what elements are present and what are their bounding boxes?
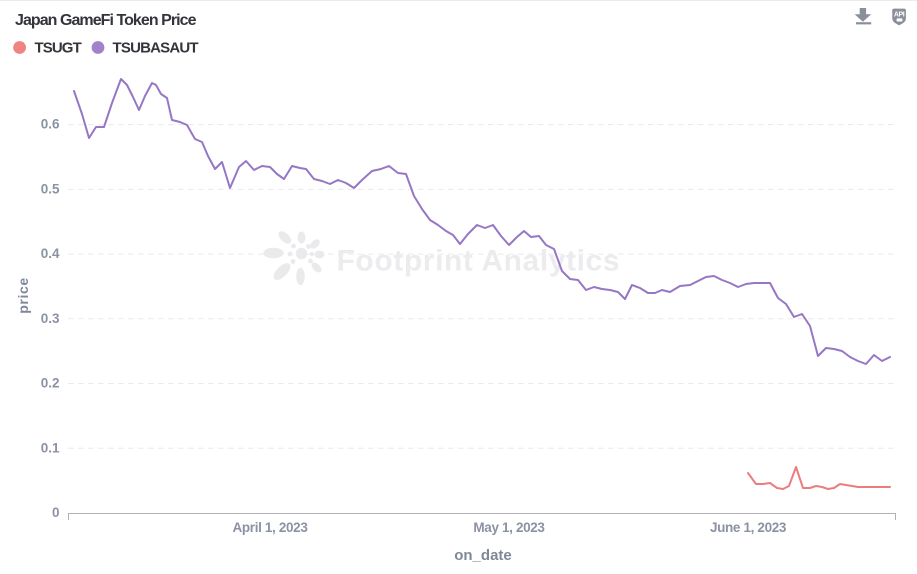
svg-text:June 1, 2023: June 1, 2023 (710, 520, 787, 535)
svg-text:0: 0 (52, 505, 60, 520)
svg-text:API: API (894, 12, 905, 19)
svg-text:0.3: 0.3 (41, 311, 60, 326)
svg-text:April 1, 2023: April 1, 2023 (233, 520, 309, 535)
svg-text:0.6: 0.6 (41, 117, 60, 132)
svg-text:TSUBASAUT: TSUBASAUT (113, 40, 199, 57)
svg-text:0.1: 0.1 (41, 440, 60, 455)
svg-text:0.5: 0.5 (41, 182, 60, 197)
svg-text:Japan GameFi Token Price: Japan GameFi Token Price (15, 12, 197, 29)
svg-text:price: price (15, 277, 31, 313)
svg-text:TSUGT: TSUGT (35, 40, 82, 57)
svg-text:0.2: 0.2 (41, 376, 60, 391)
svg-text:Footprint Analytics: Footprint Analytics (337, 245, 621, 278)
svg-text:on_date: on_date (454, 547, 512, 564)
svg-text:May 1, 2023: May 1, 2023 (473, 520, 545, 535)
svg-text:0.4: 0.4 (41, 246, 60, 261)
